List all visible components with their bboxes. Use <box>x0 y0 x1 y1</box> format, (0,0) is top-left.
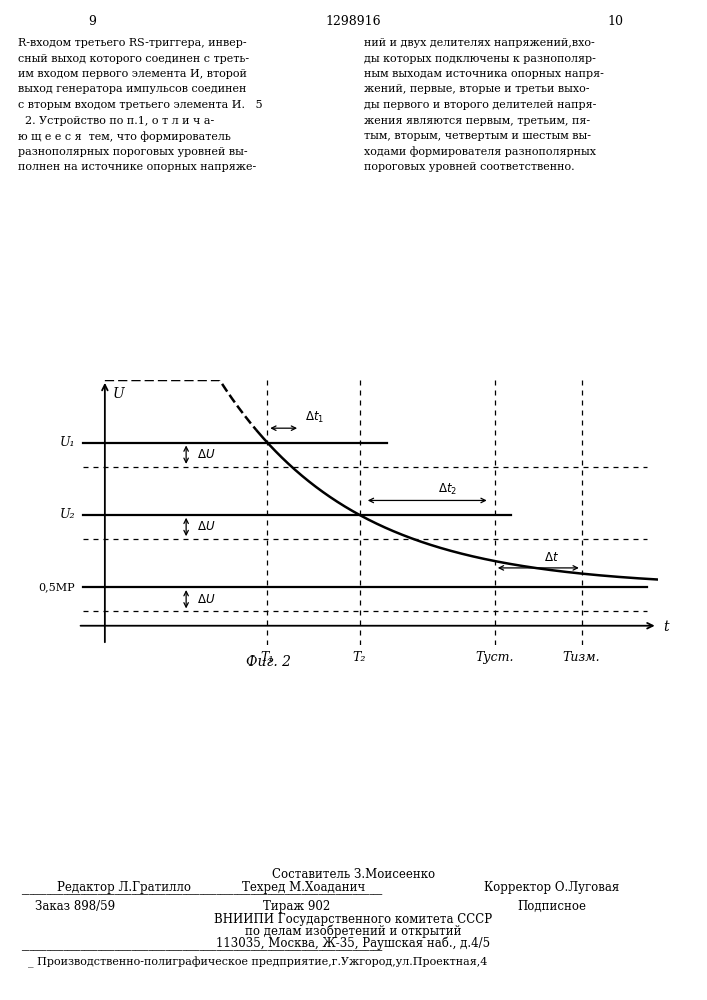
Text: жения являются первым, третьим, пя-: жения являются первым, третьим, пя- <box>364 115 590 125</box>
Text: ВНИИПИ Государственного комитета СССР: ВНИИПИ Государственного комитета СССР <box>214 913 493 926</box>
Text: U₂: U₂ <box>59 508 75 521</box>
Text: ────────────────────────────────────────────────────────────────────────────────: ────────────────────────────────────────… <box>21 948 382 954</box>
Text: T₁: T₁ <box>261 651 274 664</box>
Text: $\Delta U$: $\Delta U$ <box>197 593 216 606</box>
Text: Подписное: Подписное <box>517 900 586 913</box>
Text: $\Delta t_2$: $\Delta t_2$ <box>438 482 457 497</box>
Text: ────────────────────────────────────────────────────────────────────────────────: ────────────────────────────────────────… <box>21 892 382 898</box>
Text: $\Delta U$: $\Delta U$ <box>197 448 216 461</box>
Text: Техред М.Хоаданич: Техред М.Хоаданич <box>243 881 366 894</box>
Text: Редактор Л.Гратилло: Редактор Л.Гратилло <box>57 881 191 894</box>
Text: 2. Устройство по п.1, о т л и ч а-: 2. Устройство по п.1, о т л и ч а- <box>18 115 214 125</box>
Text: $\Delta t$: $\Delta t$ <box>544 551 559 564</box>
Text: ным выходам источника опорных напря-: ным выходам источника опорных напря- <box>364 69 604 79</box>
Text: сный выход которого соединен с треть-: сный выход которого соединен с треть- <box>18 53 249 64</box>
Text: по делам изобретений и открытий: по делам изобретений и открытий <box>245 925 462 938</box>
Text: U: U <box>113 387 124 401</box>
Text: ды первого и второго делителей напря-: ды первого и второго делителей напря- <box>364 100 597 110</box>
Text: ды которых подключены к разнополяр-: ды которых подключены к разнополяр- <box>364 53 596 64</box>
Text: Тираж 902: Тираж 902 <box>263 900 331 913</box>
Text: с вторым входом третьего элемента И.   5: с вторым входом третьего элемента И. 5 <box>18 100 262 110</box>
Text: t: t <box>663 620 669 634</box>
Text: 10: 10 <box>607 15 623 28</box>
Text: пороговых уровней соответственно.: пороговых уровней соответственно. <box>364 162 575 172</box>
Text: тым, вторым, четвертым и шестым вы-: тым, вторым, четвертым и шестым вы- <box>364 131 591 141</box>
Text: Туст.: Туст. <box>476 651 514 664</box>
Text: ний и двух делителях напряжений,вхо-: ний и двух делителях напряжений,вхо- <box>364 38 595 48</box>
Text: U₁: U₁ <box>59 436 75 449</box>
Text: им входом первого элемента И, второй: им входом первого элемента И, второй <box>18 69 247 79</box>
Text: Заказ 898/59: Заказ 898/59 <box>35 900 115 913</box>
Text: ю щ е е с я  тем, что формирователь: ю щ е е с я тем, что формирователь <box>18 131 230 142</box>
Text: Корректор О.Луговая: Корректор О.Луговая <box>484 881 619 894</box>
Text: 9: 9 <box>88 15 96 28</box>
Text: 0,5МР: 0,5МР <box>38 582 75 592</box>
Text: _ Производственно-полиграфическое предприятие,г.Ужгород,ул.Проектная,4: _ Производственно-полиграфическое предпр… <box>28 956 488 968</box>
Text: T₂: T₂ <box>353 651 366 664</box>
Text: $\Delta U$: $\Delta U$ <box>197 520 216 533</box>
Text: $\Delta t_1$: $\Delta t_1$ <box>305 409 325 425</box>
Text: полнен на источнике опорных напряже-: полнен на источнике опорных напряже- <box>18 162 256 172</box>
Text: жений, первые, вторые и третьи выхо-: жений, первые, вторые и третьи выхо- <box>364 85 590 95</box>
Text: R-входом третьего RS-триггера, инвер-: R-входом третьего RS-триггера, инвер- <box>18 38 246 48</box>
Text: разнополярных пороговых уровней вы-: разнополярных пороговых уровней вы- <box>18 147 247 157</box>
Text: Тизм.: Тизм. <box>563 651 600 664</box>
Text: Составитель З.Моисеенко: Составитель З.Моисеенко <box>272 868 435 881</box>
Text: Фиг. 2: Фиг. 2 <box>246 655 291 669</box>
Text: 113035, Москва, Ж-35, Раушская наб., д.4/5: 113035, Москва, Ж-35, Раушская наб., д.4… <box>216 937 491 950</box>
Text: выход генератора импульсов соединен: выход генератора импульсов соединен <box>18 85 246 95</box>
Text: ходами формирователя разнополярных: ходами формирователя разнополярных <box>364 147 596 157</box>
Text: 1298916: 1298916 <box>326 15 381 28</box>
